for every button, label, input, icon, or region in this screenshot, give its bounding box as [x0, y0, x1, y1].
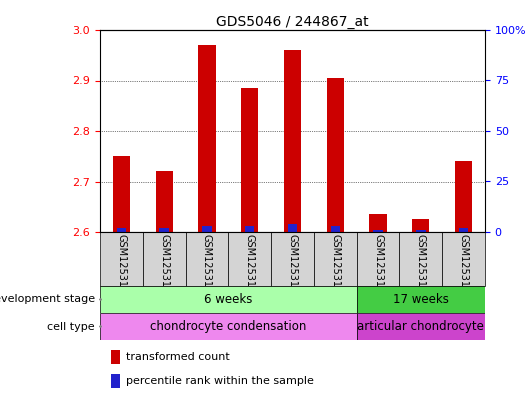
Bar	[416, 230, 426, 232]
Text: GSM1253168: GSM1253168	[373, 233, 383, 299]
Bar	[459, 228, 469, 232]
Text: GSM1253159: GSM1253159	[245, 233, 255, 299]
Text: percentile rank within the sample: percentile rank within the sample	[126, 376, 314, 386]
Bar	[357, 232, 400, 286]
Bar	[314, 232, 357, 286]
Bar	[143, 232, 186, 286]
Bar	[241, 88, 258, 232]
Bar	[100, 313, 357, 340]
Title: GDS5046 / 244867_at: GDS5046 / 244867_at	[216, 15, 369, 29]
Text: articular chondrocyte: articular chondrocyte	[357, 320, 484, 333]
Bar	[198, 45, 216, 232]
Text: GSM1253161: GSM1253161	[330, 233, 340, 299]
Text: development stage: development stage	[0, 294, 95, 305]
Bar	[113, 156, 130, 232]
Text: 17 weeks: 17 weeks	[393, 293, 449, 306]
Text: cell type: cell type	[47, 321, 95, 332]
Bar	[111, 350, 120, 364]
Bar	[288, 224, 297, 232]
Bar	[100, 286, 357, 313]
Bar	[442, 232, 485, 286]
Bar	[160, 228, 169, 232]
Bar	[245, 226, 254, 232]
Bar	[373, 230, 383, 232]
Bar	[228, 232, 271, 286]
Bar	[369, 214, 386, 232]
Bar	[156, 171, 173, 232]
Text: GSM1253157: GSM1253157	[159, 233, 169, 299]
Bar	[284, 50, 301, 232]
Text: 6 weeks: 6 weeks	[204, 293, 252, 306]
Bar	[455, 161, 472, 232]
Bar	[202, 226, 211, 232]
Bar	[117, 228, 126, 232]
Text: GSM1253170: GSM1253170	[458, 233, 469, 299]
Bar	[100, 232, 143, 286]
Bar	[271, 232, 314, 286]
Text: chondrocyte condensation: chondrocyte condensation	[150, 320, 306, 333]
Text: transformed count: transformed count	[126, 352, 229, 362]
Text: GSM1253158: GSM1253158	[202, 233, 212, 299]
Bar	[357, 286, 485, 313]
Bar	[331, 226, 340, 232]
Bar	[400, 232, 442, 286]
Text: GSM1253169: GSM1253169	[416, 233, 426, 299]
Bar	[357, 313, 485, 340]
Text: GSM1253156: GSM1253156	[117, 233, 126, 299]
Bar	[111, 374, 120, 388]
Text: GSM1253160: GSM1253160	[287, 233, 297, 299]
Bar	[412, 219, 429, 232]
Bar	[326, 78, 344, 232]
Bar	[186, 232, 228, 286]
